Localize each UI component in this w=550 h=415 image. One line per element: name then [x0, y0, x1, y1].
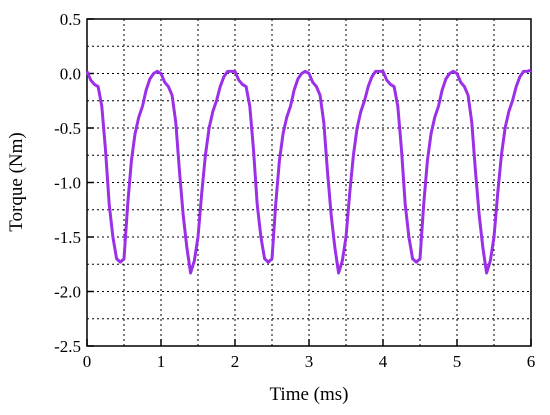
x-tick-label: 6	[527, 352, 536, 371]
x-tick-label: 3	[305, 352, 314, 371]
y-tick-label: 0.5	[60, 10, 81, 29]
y-tick-label: -0.5	[54, 119, 81, 138]
data-line	[85, 68, 532, 275]
x-tick-label: 2	[231, 352, 240, 371]
plot-frame	[86, 18, 532, 347]
x-tick-label: 0	[83, 352, 92, 371]
y-tick-label: -2.0	[54, 283, 81, 302]
y-tick-label: -2.5	[54, 337, 81, 356]
x-axis-label: Time (ms)	[269, 384, 348, 405]
y-axis-label: Torque (Nm)	[6, 132, 27, 231]
x-tick-label: 5	[453, 352, 462, 371]
y-tick-label: -1.5	[54, 228, 81, 247]
y-tick-label: -1.0	[54, 174, 81, 193]
x-tick-label: 1	[157, 352, 166, 371]
y-tick-label: 0.0	[60, 65, 81, 84]
x-tick-label: 4	[379, 352, 388, 371]
